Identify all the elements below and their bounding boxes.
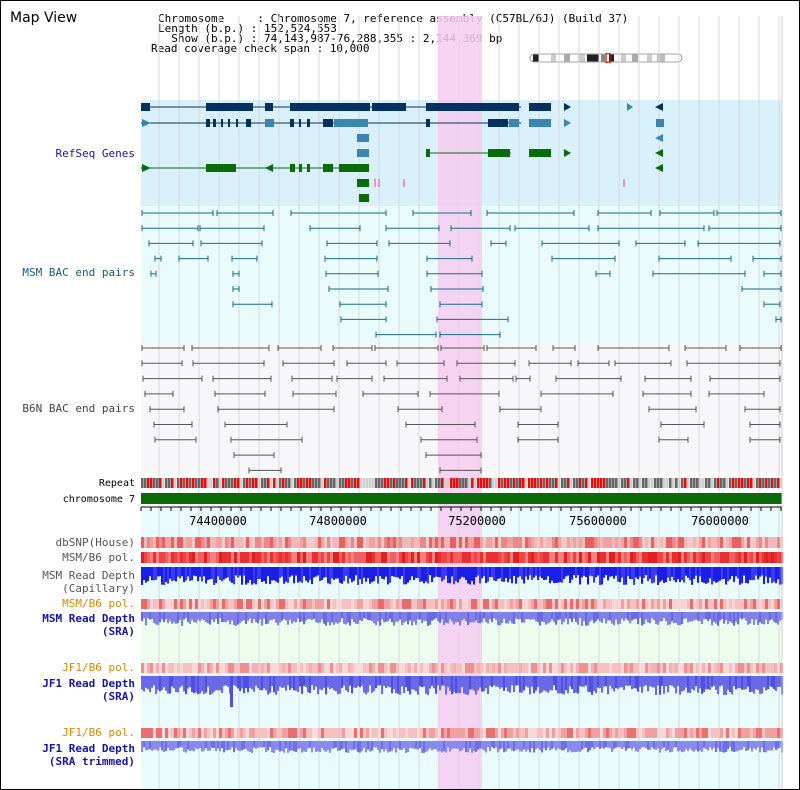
msm-depth-capillary-sub: (Capillary) (62, 582, 135, 595)
msm-depth-sra-sub: (SRA) (102, 625, 135, 638)
coverage-info: Read coverage check span : 10,000 (151, 43, 370, 54)
jf1-b6-pol-label-1: JF1/B6 pol. (62, 661, 135, 674)
chromosome-track-label: chromosome 7 (63, 494, 135, 505)
show-key: Show (b.p.) : (158, 32, 264, 45)
tick-label-5: 76000000 (691, 514, 749, 528)
msm-b6-pol-label-2: MSM/B6 pol. (62, 597, 135, 610)
msm-depth-capillary-label: MSM Read Depth (42, 569, 135, 582)
length-info: Length (b.p.) : 152,524,553 (158, 23, 337, 34)
position-axis (140, 506, 782, 511)
highlight-region[interactable] (438, 16, 482, 789)
chromosome-key: Chromosome : (158, 12, 271, 25)
dbsnp-track-label: dbSNP(House) (56, 536, 135, 549)
tick-label-3: 75200000 (448, 514, 506, 528)
repeat-track[interactable] (141, 478, 783, 488)
refseq-track-label: RefSeq Genes (56, 147, 135, 160)
length-value: 152,524,553 (263, 22, 337, 35)
read-depth-tracks[interactable] (141, 567, 784, 753)
length-key: Length (b.p.) : (158, 22, 264, 35)
coverage-value: 10,000 (329, 42, 370, 55)
msm-b6-pol-label-1: MSM/B6 pol. (62, 551, 135, 564)
jf1-depth-trimmed-sub: (SRA trimmed) (49, 755, 135, 768)
chromosome-ideogram[interactable] (529, 53, 684, 63)
tick-label-1: 74400000 (189, 514, 247, 528)
page-title: Map View (10, 10, 78, 26)
polymorphism-heat-tracks[interactable] (141, 537, 784, 738)
jf1-depth-sra-sub: (SRA) (102, 690, 135, 703)
refseq-genes[interactable] (141, 103, 664, 202)
tick-label-2: 74800000 (309, 514, 367, 528)
msm-depth-sra-label: MSM Read Depth (42, 612, 135, 625)
coverage-key: Read coverage check span : (151, 42, 330, 55)
b6n-bac-end-pairs[interactable] (141, 345, 782, 474)
jf1-depth-trimmed-label: JF1 Read Depth (42, 742, 135, 755)
tick-label-4: 75600000 (569, 514, 627, 528)
b6n-bac-track-label: B6N BAC end pairs (22, 402, 135, 415)
repeat-track-label: Repeat (99, 478, 135, 489)
jf1-b6-pol-label-2: JF1/B6 pol. (62, 726, 135, 739)
chromosome-bar[interactable] (141, 493, 782, 504)
msm-bac-track-label: MSM BAC end pairs (22, 266, 135, 279)
msm-bac-end-pairs[interactable] (141, 210, 782, 338)
jf1-depth-sra-label: JF1 Read Depth (42, 677, 135, 690)
